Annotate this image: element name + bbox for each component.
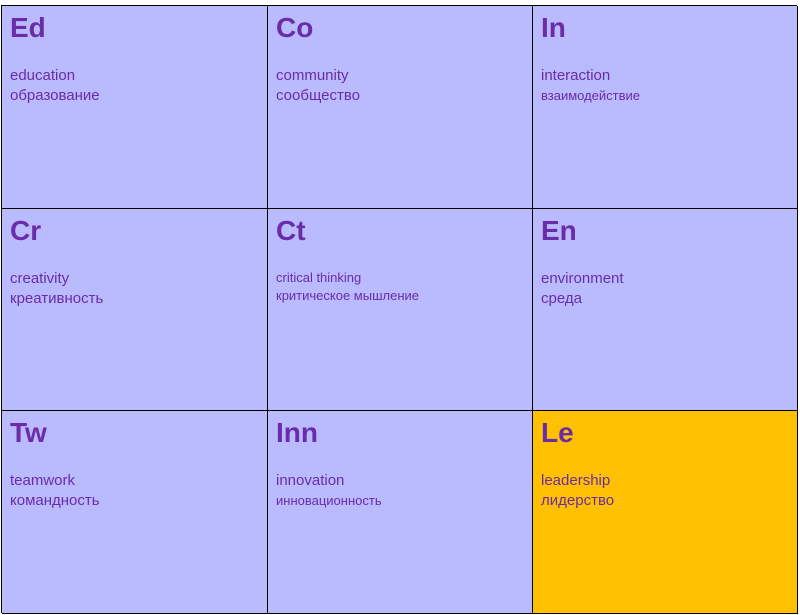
cell-symbol: Ct bbox=[276, 215, 306, 246]
cell-words: leadership лидерство bbox=[541, 471, 791, 511]
cell-english-word: teamwork bbox=[10, 472, 76, 489]
cell-words: environment среда bbox=[541, 269, 791, 309]
cell-symbol: Ed bbox=[10, 12, 46, 43]
cell-words: critical thinking критическое мышление bbox=[276, 269, 526, 305]
cell-symbol: En bbox=[541, 215, 577, 246]
cell-words: creativity креативность bbox=[10, 269, 261, 309]
cell-teamwork: Tw teamwork командность bbox=[2, 411, 268, 614]
cell-symbol: Le bbox=[541, 417, 574, 448]
cell-symbol: Tw bbox=[10, 417, 47, 448]
cell-russian-word: инновационность bbox=[276, 493, 382, 508]
cell-words: education образование bbox=[10, 66, 261, 106]
cell-english-word: interaction bbox=[541, 67, 611, 84]
cell-words: community сообщество bbox=[276, 66, 526, 106]
cell-english-word: critical thinking bbox=[276, 270, 362, 285]
cell-environment: En environment среда bbox=[533, 209, 798, 411]
cell-words: interaction взаимодействие bbox=[541, 66, 791, 106]
cell-russian-word: среда bbox=[541, 290, 582, 307]
cell-community: Co community сообщество bbox=[268, 6, 533, 209]
cell-creativity: Cr creativity креативность bbox=[2, 209, 268, 411]
cell-symbol: In bbox=[541, 12, 566, 43]
cell-words: innovation инновационность bbox=[276, 471, 526, 511]
cell-symbol: Cr bbox=[10, 215, 42, 246]
cell-russian-word: критическое мышление bbox=[276, 288, 419, 303]
cell-russian-word: креативность bbox=[10, 290, 104, 307]
cell-innovation: Inn innovation инновационность bbox=[268, 411, 533, 614]
cell-english-word: creativity bbox=[10, 270, 70, 287]
cell-english-word: education bbox=[10, 67, 76, 84]
cell-interaction: In interaction взаимодействие bbox=[533, 6, 798, 209]
cell-russian-word: взаимодействие bbox=[541, 88, 641, 103]
cell-russian-word: образование bbox=[10, 87, 100, 104]
cell-english-word: innovation bbox=[276, 472, 345, 489]
cell-symbol: Inn bbox=[276, 417, 318, 448]
element-grid: Ed education образование Co community со… bbox=[1, 5, 798, 614]
cell-english-word: leadership bbox=[541, 472, 611, 489]
cell-russian-word: лидерство bbox=[541, 492, 615, 509]
cell-leadership: Le leadership лидерство bbox=[533, 411, 798, 614]
cell-english-word: community bbox=[276, 67, 349, 84]
cell-english-word: environment bbox=[541, 270, 624, 287]
cell-critical-thinking: Ct critical thinking критическое мышлени… bbox=[268, 209, 533, 411]
cell-russian-word: командность bbox=[10, 492, 100, 509]
cell-symbol: Co bbox=[276, 12, 314, 43]
cell-education: Ed education образование bbox=[2, 6, 268, 209]
cell-words: teamwork командность bbox=[10, 471, 261, 511]
cell-russian-word: сообщество bbox=[276, 87, 360, 104]
